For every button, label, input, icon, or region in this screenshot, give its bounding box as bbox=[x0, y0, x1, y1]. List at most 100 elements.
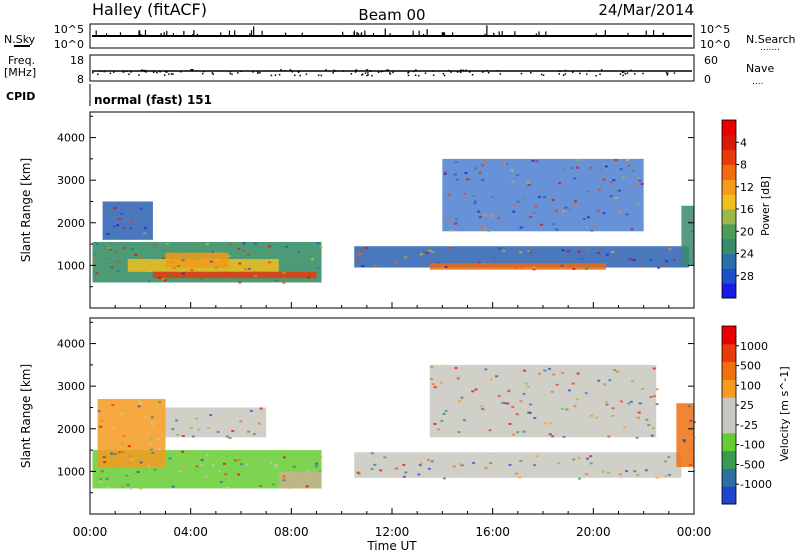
nave-dot bbox=[92, 71, 94, 74]
data-speckle bbox=[549, 422, 553, 425]
data-speckle bbox=[494, 452, 498, 455]
data-speckle bbox=[573, 203, 577, 206]
data-speckle bbox=[268, 261, 272, 264]
nave-dot bbox=[529, 71, 532, 74]
data-speckle bbox=[436, 428, 440, 431]
data-speckle bbox=[195, 465, 199, 468]
data-speckle bbox=[688, 463, 692, 466]
data-speckle bbox=[116, 224, 120, 227]
data-speckle bbox=[483, 458, 487, 461]
data-speckle bbox=[319, 246, 323, 249]
nave-dot bbox=[334, 70, 336, 72]
data-speckle bbox=[560, 408, 564, 411]
data-speckle bbox=[497, 394, 501, 397]
data-speckle bbox=[633, 470, 637, 473]
nave-dot bbox=[229, 72, 231, 75]
colorbar-tick-label: -500 bbox=[740, 458, 765, 471]
data-speckle bbox=[147, 465, 151, 468]
data-speckle bbox=[506, 402, 510, 405]
data-speckle bbox=[552, 373, 556, 376]
data-speckle bbox=[466, 178, 470, 181]
data-speckle bbox=[242, 242, 246, 245]
colorbar-tick-label: 500 bbox=[740, 360, 761, 373]
data-speckle bbox=[127, 473, 131, 476]
data-speckle bbox=[489, 462, 493, 465]
data-speckle bbox=[267, 245, 271, 248]
data-speckle bbox=[532, 211, 536, 214]
nave-dot bbox=[564, 73, 567, 75]
nave-dot bbox=[407, 72, 409, 74]
data-speckle bbox=[447, 247, 451, 250]
data-speckle bbox=[431, 383, 435, 386]
nave-dot bbox=[97, 73, 99, 76]
colorbar-swatch bbox=[722, 450, 736, 469]
data-speckle bbox=[99, 478, 103, 481]
x-tick-label: 00:00 bbox=[73, 525, 108, 539]
data-speckle bbox=[572, 177, 576, 180]
power-y-ticks: 1000 2000 3000 4000 bbox=[57, 115, 694, 288]
nave-dot bbox=[414, 74, 417, 76]
nave-dot bbox=[159, 70, 161, 73]
data-speckle bbox=[668, 473, 672, 476]
data-speckle bbox=[577, 456, 581, 459]
data-speckle bbox=[442, 413, 446, 416]
y-tick-label: 1000 bbox=[57, 259, 85, 272]
data-speckle bbox=[589, 166, 593, 169]
data-speckle bbox=[247, 267, 251, 270]
nave-dot bbox=[361, 74, 363, 76]
data-speckle bbox=[598, 168, 602, 171]
data-speckle bbox=[519, 226, 523, 229]
data-speckle bbox=[604, 400, 608, 403]
data-speckle bbox=[205, 454, 209, 457]
colorbar-swatch bbox=[722, 268, 736, 284]
data-speckle bbox=[178, 470, 182, 473]
data-speckle bbox=[551, 435, 555, 438]
data-speckle bbox=[181, 259, 185, 262]
data-speckle bbox=[575, 398, 579, 401]
data-speckle bbox=[362, 462, 366, 465]
data-speckle bbox=[481, 179, 485, 182]
nave-dot bbox=[172, 73, 174, 75]
freq-left-tick-bottom: 8 bbox=[77, 73, 84, 86]
colorbar-swatch bbox=[722, 397, 736, 416]
data-speckle bbox=[225, 455, 229, 458]
data-speckle bbox=[447, 193, 451, 196]
data-speckle bbox=[477, 261, 481, 264]
data-speckle bbox=[455, 218, 459, 221]
data-speckle bbox=[316, 242, 320, 245]
data-speckle bbox=[238, 281, 242, 284]
data-speckle bbox=[539, 386, 543, 389]
nave-dot bbox=[642, 72, 644, 75]
data-speckle bbox=[200, 277, 204, 280]
data-speckle bbox=[361, 265, 365, 268]
nave-dot bbox=[666, 74, 669, 76]
nave-dots bbox=[92, 69, 676, 77]
data-speckle bbox=[592, 225, 596, 228]
nave-dot bbox=[624, 73, 627, 75]
colorbar-tick-label: 1000 bbox=[740, 340, 768, 353]
x-tick-label: 00:00 bbox=[677, 525, 712, 539]
nave-dot bbox=[370, 70, 372, 73]
data-speckle bbox=[181, 450, 185, 453]
data-speckle bbox=[527, 184, 531, 187]
data-speckle bbox=[516, 174, 520, 177]
data-speckle bbox=[108, 208, 112, 211]
data-speckle bbox=[244, 268, 248, 271]
colorbar-swatch bbox=[722, 164, 736, 180]
data-speckle bbox=[139, 402, 143, 405]
data-speckle bbox=[118, 451, 122, 454]
sky-panel-frame bbox=[89, 23, 695, 49]
data-speckle bbox=[662, 264, 666, 267]
data-speckle bbox=[149, 443, 153, 446]
data-speckle bbox=[573, 405, 577, 408]
data-speckle bbox=[589, 462, 593, 465]
data-speckle bbox=[483, 159, 487, 162]
data-speckle bbox=[255, 277, 259, 280]
data-speckle bbox=[139, 487, 143, 490]
data-speckle bbox=[446, 219, 450, 222]
data-speckle bbox=[130, 458, 134, 461]
data-speckle bbox=[667, 456, 671, 459]
data-speckle bbox=[282, 476, 286, 479]
nave-dot bbox=[140, 69, 143, 72]
data-speckle bbox=[535, 160, 539, 163]
